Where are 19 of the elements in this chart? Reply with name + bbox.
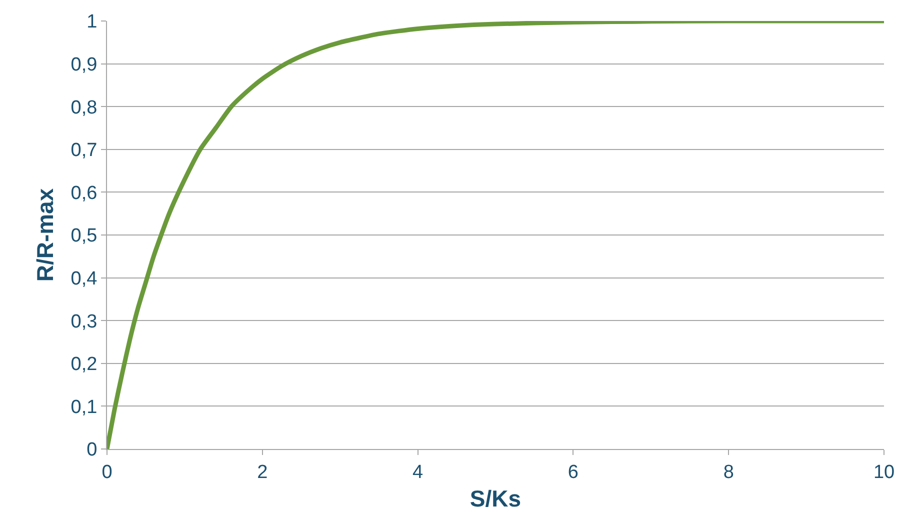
y-tick-label: 0,3 xyxy=(70,311,98,332)
y-tick-label: 0,7 xyxy=(70,140,98,162)
y-tick-label: 0 xyxy=(86,440,98,461)
x-axis-title: S/Ks xyxy=(470,485,522,512)
x-tick-label: 2 xyxy=(257,462,268,483)
x-tick-label: 10 xyxy=(873,462,895,483)
y-tick-label: 0,2 xyxy=(70,354,98,376)
x-tick-label: 8 xyxy=(723,462,734,483)
x-tick-label: 6 xyxy=(568,462,578,483)
x-tick-label: 0 xyxy=(102,462,112,483)
y-tick-label: 0,1 xyxy=(70,396,98,418)
x-tick-label: 4 xyxy=(412,462,424,483)
y-tick-label: 0,8 xyxy=(70,97,98,118)
y-tick-label: 0,4 xyxy=(70,268,98,290)
y-tick-label: 0,5 xyxy=(70,226,98,247)
y-axis-title: R/R-max xyxy=(32,188,58,282)
y-tick-label: 0,6 xyxy=(70,182,98,204)
y-tick-label: 1 xyxy=(86,12,98,33)
y-tick-label: 0,9 xyxy=(70,54,98,76)
